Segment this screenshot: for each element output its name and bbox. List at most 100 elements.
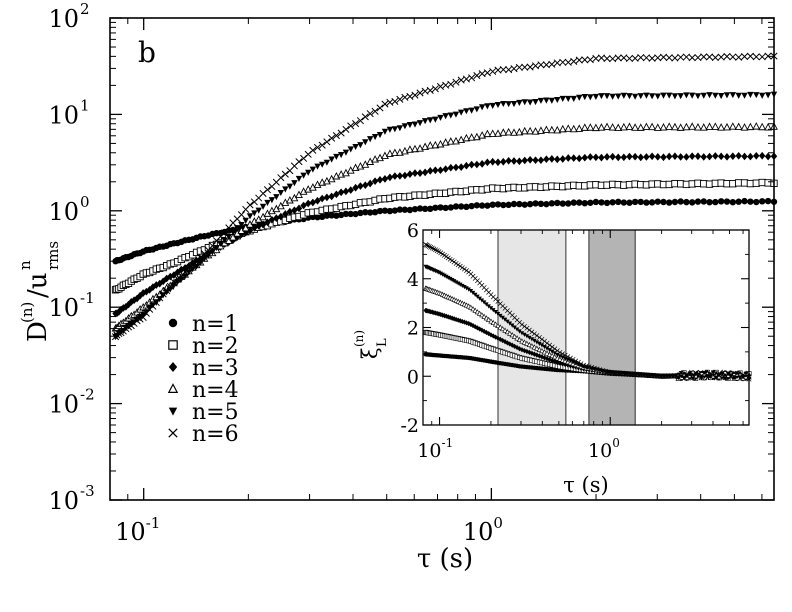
data-point bbox=[547, 125, 556, 134]
data-point bbox=[489, 201, 496, 208]
data-point bbox=[597, 54, 605, 62]
data-point bbox=[548, 200, 556, 207]
data-point bbox=[493, 310, 498, 315]
data-point bbox=[565, 154, 572, 162]
data-point bbox=[406, 122, 414, 129]
data-point bbox=[477, 296, 482, 301]
data-point bbox=[318, 194, 326, 203]
data-point bbox=[452, 111, 460, 118]
data-point bbox=[376, 207, 384, 215]
data-point bbox=[468, 202, 475, 210]
data-point bbox=[305, 169, 312, 176]
data-point bbox=[453, 280, 459, 285]
data-point bbox=[688, 152, 696, 161]
data-point bbox=[323, 159, 331, 166]
data-point bbox=[295, 158, 303, 166]
main-plot: 10 -1 10 010 -310 -210 -110 010 110 2bτ (s)D(n)/u… bbox=[16, 0, 778, 574]
data-point bbox=[436, 82, 445, 91]
data-point bbox=[529, 343, 535, 349]
data-point bbox=[446, 137, 455, 145]
data-point bbox=[463, 203, 470, 211]
y-tick-exponent: -1 bbox=[80, 289, 95, 307]
data-point bbox=[504, 127, 513, 136]
data-point bbox=[396, 125, 404, 132]
data-point bbox=[559, 200, 566, 207]
data-point bbox=[328, 212, 335, 219]
data-point bbox=[554, 348, 560, 354]
legend: n=1n=2n=3n=4n=5n=6 bbox=[167, 312, 239, 447]
data-point bbox=[386, 207, 394, 215]
y-tick-exponent: 2 bbox=[80, 0, 90, 18]
data-point bbox=[505, 201, 512, 209]
data-point bbox=[581, 56, 589, 64]
data-point bbox=[386, 173, 394, 182]
series-n=6 bbox=[112, 52, 778, 341]
data-point bbox=[581, 94, 588, 101]
inset-background bbox=[423, 230, 749, 425]
y-tick-label: 10 bbox=[48, 391, 79, 419]
data-point bbox=[193, 263, 200, 270]
data-point bbox=[511, 333, 518, 339]
data-point bbox=[723, 152, 731, 161]
data-point bbox=[694, 198, 702, 205]
data-point bbox=[531, 331, 537, 337]
data-point bbox=[717, 53, 725, 61]
data-point bbox=[569, 124, 578, 133]
inset-y-axis-label-main: ξ bbox=[358, 347, 382, 359]
data-point bbox=[603, 122, 611, 131]
data-point bbox=[362, 181, 369, 190]
data-point bbox=[483, 69, 491, 77]
data-point bbox=[526, 327, 532, 333]
data-point bbox=[719, 371, 725, 376]
data-point bbox=[411, 205, 419, 213]
y-tick-label: 10 bbox=[48, 294, 79, 322]
data-point bbox=[426, 86, 434, 94]
data-point bbox=[396, 95, 404, 103]
data-point bbox=[337, 188, 345, 197]
data-point bbox=[337, 152, 345, 159]
data-point bbox=[357, 209, 364, 217]
data-point bbox=[225, 224, 233, 232]
data-point bbox=[514, 327, 520, 332]
data-point bbox=[153, 281, 160, 289]
data-point bbox=[678, 371, 684, 376]
data-point bbox=[495, 322, 501, 329]
data-point bbox=[452, 78, 460, 86]
data-point bbox=[522, 332, 527, 337]
data-point bbox=[729, 198, 737, 206]
data-point bbox=[565, 200, 572, 207]
data-point bbox=[453, 260, 459, 266]
data-point bbox=[376, 175, 384, 184]
data-point bbox=[431, 140, 440, 149]
data-point bbox=[565, 362, 570, 368]
data-point bbox=[654, 93, 661, 100]
data-point bbox=[609, 93, 616, 100]
data-point bbox=[552, 354, 558, 360]
data-point bbox=[255, 222, 262, 230]
data-point bbox=[539, 336, 545, 342]
data-point bbox=[631, 152, 639, 161]
data-point bbox=[352, 183, 359, 192]
data-point bbox=[735, 151, 742, 160]
data-point bbox=[449, 278, 455, 283]
data-point bbox=[671, 93, 679, 100]
data-point bbox=[500, 315, 505, 320]
data-point bbox=[554, 155, 561, 164]
data-point bbox=[519, 331, 525, 336]
data-point bbox=[473, 202, 481, 209]
data-point bbox=[401, 206, 409, 213]
data-point bbox=[526, 341, 533, 348]
data-point bbox=[683, 198, 690, 206]
data-point bbox=[521, 323, 527, 329]
data-point bbox=[286, 207, 294, 216]
data-point bbox=[264, 199, 271, 207]
data-point bbox=[273, 214, 280, 222]
data-point bbox=[491, 308, 496, 313]
data-point bbox=[357, 182, 364, 190]
data-point bbox=[683, 92, 690, 99]
data-point bbox=[323, 138, 331, 146]
data-point bbox=[411, 121, 419, 128]
data-point bbox=[447, 276, 453, 282]
data-point bbox=[526, 155, 534, 164]
data-point bbox=[295, 175, 303, 182]
